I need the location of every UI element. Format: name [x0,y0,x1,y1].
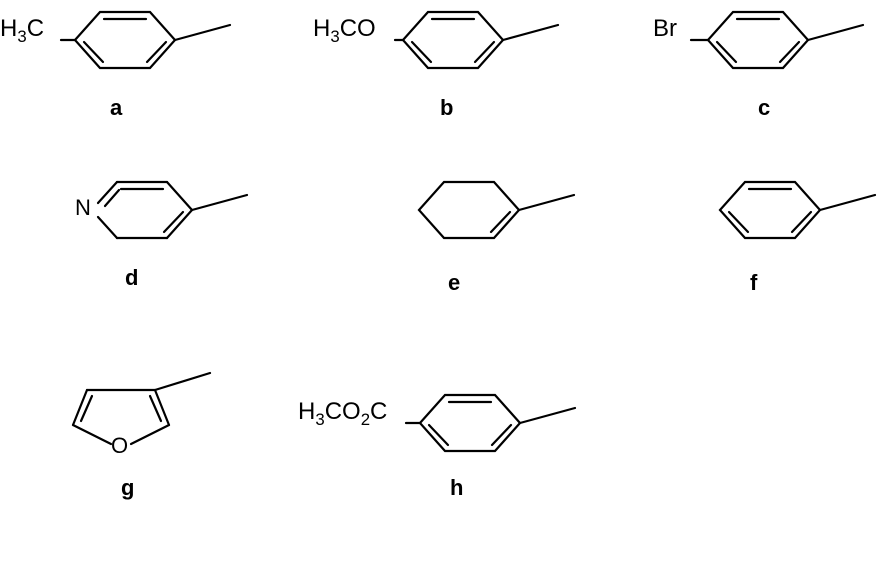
label-b: b [440,95,453,121]
label-h: h [450,475,463,501]
structure-d-svg [72,170,272,250]
molecule-c [688,0,885,80]
molecule-a [55,0,255,80]
structure-c-svg [688,0,885,80]
molecule-d [72,170,272,250]
molecule-f [700,170,885,250]
label-g: g [121,475,134,501]
substituent-h: H3CO2C [298,398,387,430]
molecule-b [383,0,583,80]
structure-g-svg [65,370,265,460]
figure-canvas: H3C a H3CO b Br [0,0,885,573]
molecule-h [400,383,600,463]
substituent-a: H3C [0,15,44,47]
structure-b-svg [383,0,583,80]
substituent-b: H3CO [313,15,376,47]
label-f: f [750,270,757,296]
structure-e-svg [399,170,599,250]
structure-h-svg [400,383,600,463]
label-a: a [110,95,122,121]
label-e: e [448,270,460,296]
structure-a-svg [55,0,255,80]
heteroatom-d: N [75,195,91,221]
molecule-g [65,370,265,460]
structure-f-svg [700,170,885,250]
label-c: c [758,95,770,121]
label-d: d [125,265,138,291]
molecule-e [399,170,599,250]
heteroatom-g: O [111,433,128,459]
substituent-c: Br [653,15,677,43]
